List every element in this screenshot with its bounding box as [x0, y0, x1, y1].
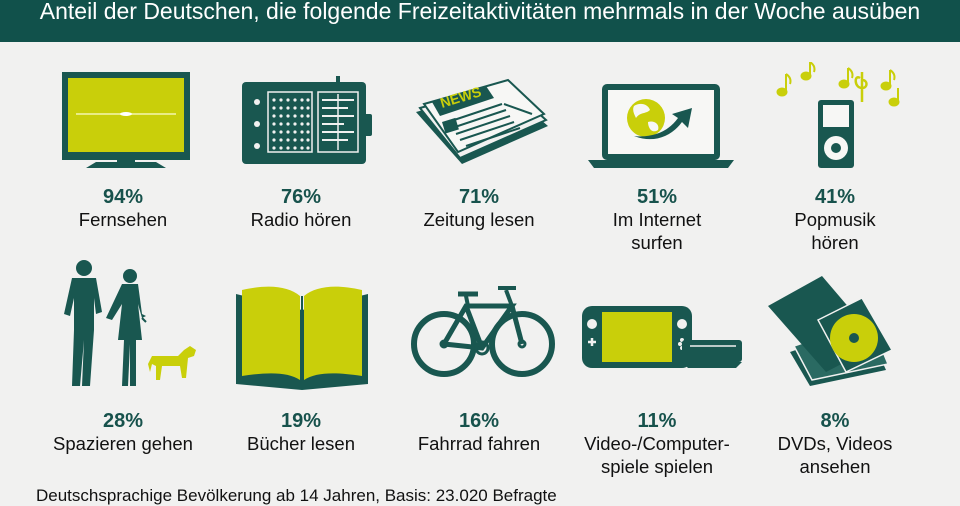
category-label: DVDs, Videos	[777, 433, 893, 454]
category-label: Bücher lesen	[247, 433, 355, 454]
activity-card: 11% Video-/Computer- spiele spielen	[564, 260, 750, 486]
activity-card: 51% Im Internet surfen	[564, 62, 750, 262]
laptop-globe-icon	[588, 84, 734, 168]
bar-value-label: 11%	[637, 410, 677, 432]
bar-value-label: 8%	[820, 410, 850, 432]
header-bar: Anteil der Deutschen, die folgende Freiz…	[0, 0, 960, 42]
activity-card: NEWS 71% Zeitung lesen	[386, 62, 572, 262]
radio-icon	[242, 76, 372, 164]
activity-card: 28% Spazieren gehen	[30, 260, 216, 486]
activity-card: 94% Fernsehen	[30, 62, 216, 262]
activity-card: 8% DVDs, Videos ansehen	[742, 260, 928, 486]
category-label: Im Internet	[612, 209, 702, 230]
tv-icon	[62, 72, 190, 168]
category-label: Fernsehen	[78, 209, 168, 230]
category-label: surfen	[631, 232, 683, 253]
bar-value-label: 76%	[280, 186, 322, 208]
book-icon	[236, 286, 368, 390]
source-footnote: Deutschsprachige Bevölkerung ab 14 Jahre…	[36, 486, 557, 505]
bar-value-label: 16%	[458, 410, 500, 432]
category-label: hören	[811, 232, 859, 253]
category-label: Popmusik	[794, 209, 876, 230]
category-label: Video-/Computer-	[584, 433, 730, 454]
category-label: Radio hören	[250, 209, 352, 230]
bar-value-label: 28%	[102, 410, 144, 432]
activity-card: 19% Bücher lesen	[208, 260, 394, 486]
category-label: ansehen	[799, 456, 871, 477]
music-player-icon	[776, 62, 900, 168]
bar-value-label: 51%	[636, 186, 678, 208]
walking-couple-icon	[64, 260, 196, 386]
game-console-icon	[582, 306, 742, 368]
bar-value-label: 71%	[458, 186, 500, 208]
category-label: Zeitung lesen	[423, 209, 535, 230]
newspaper-icon: NEWS	[416, 78, 548, 164]
category-label: spiele spielen	[600, 456, 714, 477]
activity-card: 16% Fahrrad fahren	[386, 260, 572, 486]
bicycle-icon	[411, 286, 555, 377]
category-label: Fahrrad fahren	[417, 433, 541, 454]
chart-title: Anteil der Deutschen, die folgende Freiz…	[39, 0, 921, 24]
bar-value-label: 19%	[280, 410, 322, 432]
category-label: Spazieren gehen	[53, 433, 193, 454]
activity-card: 76% Radio hören	[208, 62, 394, 262]
dvd-icon	[768, 276, 894, 386]
activity-card: 41% Popmusik hören	[742, 62, 928, 262]
bar-value-label: 41%	[814, 186, 856, 208]
bar-value-label: 94%	[102, 186, 144, 208]
